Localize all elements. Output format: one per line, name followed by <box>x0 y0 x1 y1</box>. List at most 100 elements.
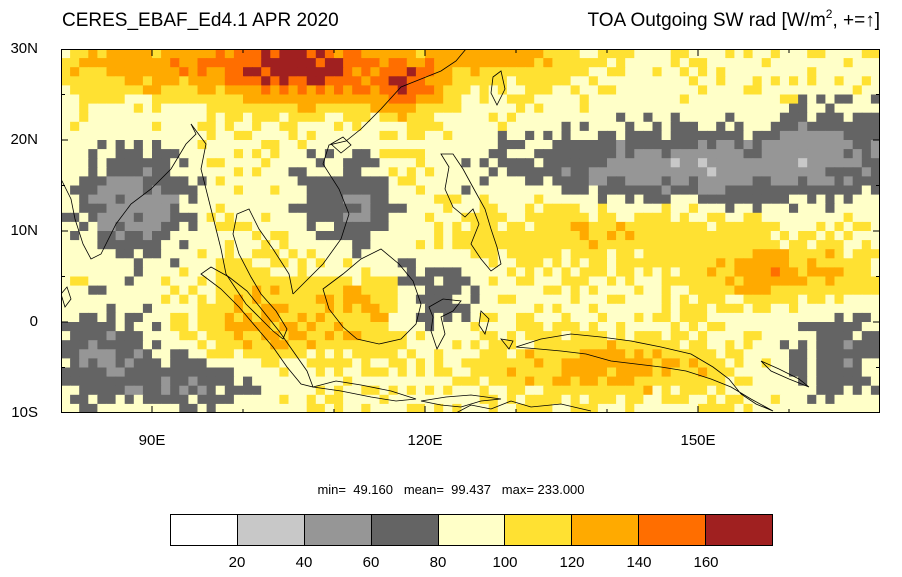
grid-cell <box>179 58 189 68</box>
grid-cell <box>543 58 553 68</box>
grid-cell <box>616 340 626 350</box>
grid-cell <box>243 376 253 387</box>
grid-cell <box>415 258 426 268</box>
grid-cell <box>61 194 71 205</box>
grid-cell <box>643 103 654 114</box>
grid-cell <box>188 85 199 96</box>
grid-cell <box>334 121 344 132</box>
grid-cell <box>616 349 626 359</box>
grid-cell <box>479 303 490 314</box>
grid-cell <box>443 376 453 387</box>
grid-cell <box>70 403 80 413</box>
grid-cell <box>798 249 808 259</box>
grid-cell <box>61 276 71 287</box>
grid-cell <box>752 403 763 413</box>
lon-label-90e: 90E <box>138 432 166 449</box>
grid-cell <box>707 58 717 68</box>
grid-cell <box>434 331 444 341</box>
grid-cell <box>743 376 754 387</box>
grid-cell <box>770 267 781 278</box>
grid-cell <box>679 140 690 150</box>
grid-cell <box>170 203 180 214</box>
grid-cell <box>643 303 654 314</box>
grid-cell <box>734 158 745 168</box>
grid-cell <box>97 403 108 413</box>
grid-cell <box>497 76 508 86</box>
grid-cell <box>142 258 153 268</box>
grid-cell <box>88 221 98 232</box>
colorbar-label-80: 80 <box>429 554 447 571</box>
grid-cell <box>470 140 481 150</box>
grid-cell <box>634 221 644 232</box>
grid-cell <box>516 231 526 241</box>
grid-cell <box>188 312 199 323</box>
grid-cell <box>534 367 544 378</box>
grid-cell <box>852 140 863 150</box>
grid-cell <box>816 403 826 413</box>
grid-cell <box>634 385 644 396</box>
grid-cell <box>734 67 745 77</box>
grid-cell <box>516 76 526 86</box>
grid-cell <box>443 112 453 123</box>
grid-cell <box>261 103 271 114</box>
grid-cell <box>479 349 490 359</box>
grid-cell <box>252 58 262 68</box>
grid-cell <box>707 121 717 132</box>
grid-cell <box>79 267 89 278</box>
grid-cell <box>434 403 444 413</box>
grid-cell <box>70 130 80 141</box>
grid-cell <box>852 194 863 205</box>
grid-cell <box>352 231 362 241</box>
grid-cell <box>179 322 189 332</box>
grid-cell <box>170 331 180 341</box>
grid-cell <box>670 212 681 223</box>
grid-cell <box>270 258 280 268</box>
grid-cell <box>525 258 535 268</box>
grid-cell <box>161 176 171 187</box>
grid-cell <box>552 367 563 378</box>
grid-cell <box>552 231 563 241</box>
grid-cell <box>388 203 399 214</box>
grid-cell <box>679 76 690 86</box>
grid-cell <box>688 403 699 413</box>
grid-cell <box>525 385 535 396</box>
grid-cell <box>270 203 280 214</box>
grid-cell <box>843 121 854 132</box>
grid-cell <box>361 303 371 314</box>
grid-cell <box>115 149 126 159</box>
grid-cell <box>288 140 299 150</box>
grid-cell <box>770 212 781 223</box>
grid-cell <box>543 394 553 405</box>
grid-cell <box>543 367 553 378</box>
grid-cell <box>279 121 290 132</box>
grid-cell <box>215 158 226 168</box>
grid-cell <box>534 331 544 341</box>
grid-cell <box>88 312 98 323</box>
grid-cell <box>625 258 635 268</box>
grid-cell <box>561 385 572 396</box>
grid-cell <box>779 385 790 396</box>
grid-cell <box>497 303 508 314</box>
grid-cell <box>161 394 171 405</box>
grid-cell <box>88 303 98 314</box>
grid-cell <box>415 49 426 59</box>
grid-cell <box>543 121 553 132</box>
grid-cell <box>106 212 117 223</box>
grid-cell <box>798 303 808 314</box>
grid-cell <box>270 303 280 314</box>
grid-cell <box>816 331 826 341</box>
grid-cell <box>243 258 253 268</box>
grid-cell <box>297 103 308 114</box>
grid-cell <box>688 349 699 359</box>
grid-cell <box>397 112 408 123</box>
grid-cell <box>343 240 353 250</box>
grid-cell <box>306 140 317 150</box>
grid-cell <box>452 194 462 205</box>
grid-cell <box>306 203 317 214</box>
grid-cell <box>261 167 271 177</box>
grid-cell <box>534 76 544 86</box>
grid-cell <box>415 403 426 413</box>
grid-cell <box>825 130 836 141</box>
coastline-malay-peninsula <box>190 123 294 340</box>
grid-cell <box>679 322 690 332</box>
